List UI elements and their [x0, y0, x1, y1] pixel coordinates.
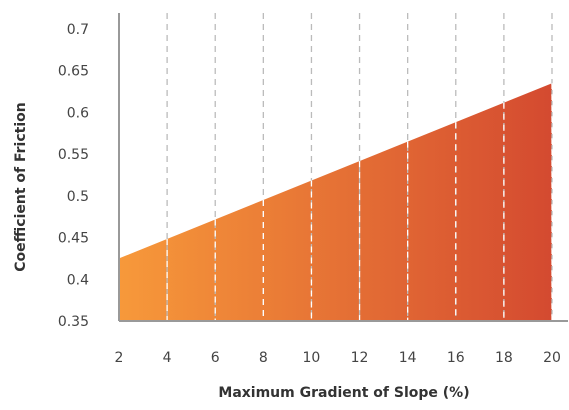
x-tick-label: 2	[115, 350, 124, 366]
x-axis-title: Maximum Gradient of Slope (%)	[218, 385, 469, 401]
axes	[118, 13, 568, 322]
x-tick-label: 4	[163, 350, 172, 366]
x-tick-label: 10	[303, 350, 321, 366]
y-tick-label: 0.4	[67, 272, 89, 288]
x-tick-label: 16	[447, 350, 465, 366]
area-series	[119, 83, 552, 321]
x-tick-label: 8	[259, 350, 268, 366]
x-tick-label: 14	[399, 350, 417, 366]
x-tick-label: 12	[351, 350, 369, 366]
x-tick-label: 18	[495, 350, 513, 366]
x-tick-label: 6	[211, 350, 220, 366]
y-axis-title: Coefficient of Friction	[13, 102, 29, 271]
y-tick-label: 0.7	[67, 22, 89, 38]
y-tick-label: 0.35	[58, 314, 89, 330]
y-tick-labels: 0.35 0.4 0.45 0.5 0.55 0.6 0.65 0.7	[58, 22, 89, 330]
x-tick-labels: 2 4 6 8 10 12 14 16 18 20	[115, 350, 561, 366]
x-tick-label: 20	[543, 350, 561, 366]
y-tick-label: 0.45	[58, 231, 89, 247]
y-tick-label: 0.6	[67, 105, 89, 121]
y-tick-label: 0.55	[58, 147, 89, 163]
plot-area	[119, 83, 552, 321]
grid-lines	[166, 13, 553, 321]
y-tick-label: 0.65	[58, 64, 89, 80]
y-tick-label: 0.5	[67, 189, 89, 205]
